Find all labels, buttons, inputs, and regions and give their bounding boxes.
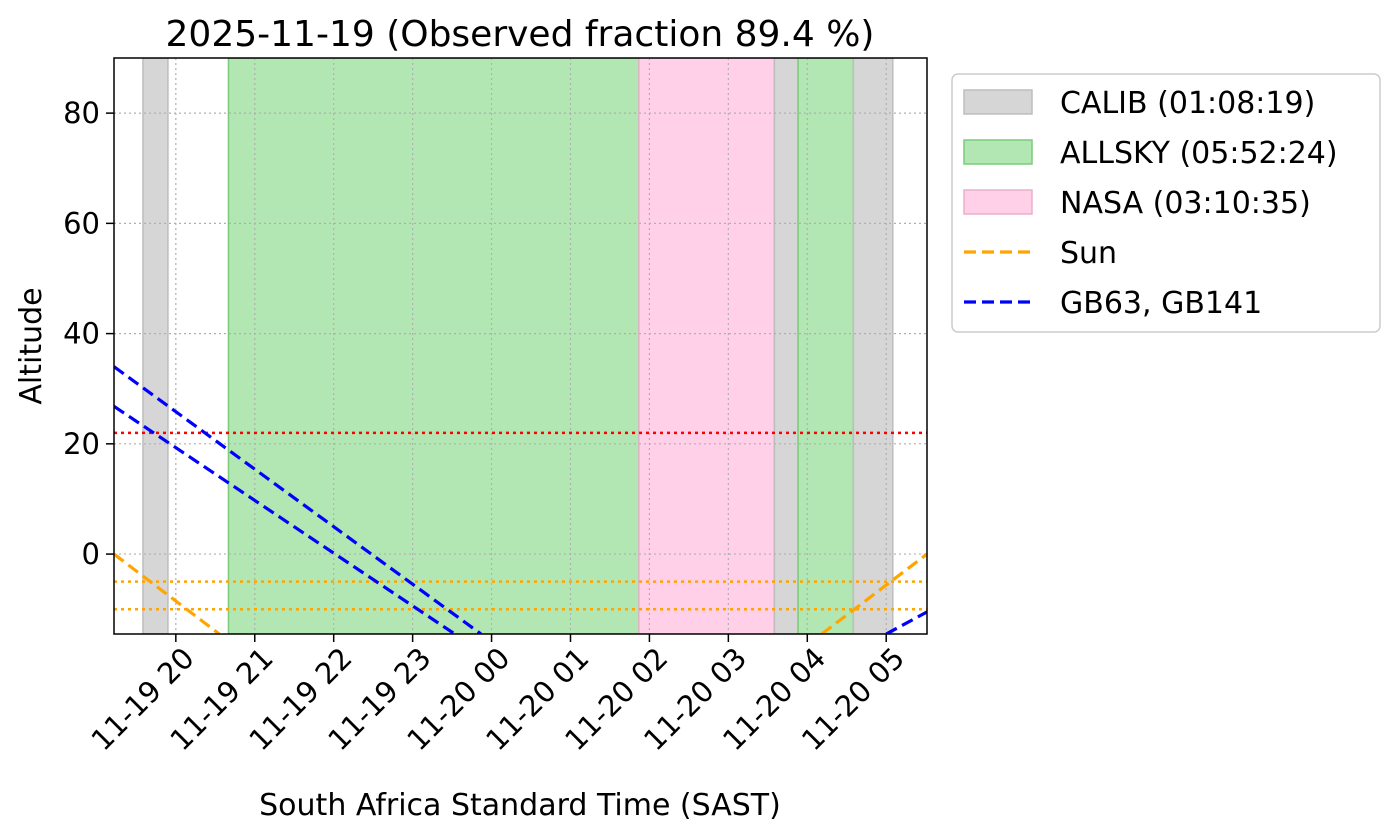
legend-swatch-calib bbox=[963, 89, 1033, 115]
legend: CALIB (01:08:19) ALLSKY (05:52:24) NASA (0… bbox=[951, 73, 1381, 333]
plot-frame bbox=[113, 57, 928, 635]
series-line bbox=[820, 552, 927, 634]
legend-label: CALIB (01:08:19) bbox=[1060, 86, 1315, 121]
series-line bbox=[114, 405, 456, 634]
span-allsky bbox=[797, 58, 855, 634]
span-calib bbox=[852, 58, 894, 634]
observation-spans bbox=[142, 58, 894, 634]
span-calib bbox=[773, 58, 799, 634]
y-tick-label: 60 bbox=[63, 206, 100, 240]
y-tick-label: 40 bbox=[63, 317, 100, 351]
chart-title: 2025-11-19 (Observed fraction 89.4 %) bbox=[166, 14, 875, 55]
span-allsky bbox=[227, 58, 640, 634]
reference-lines bbox=[114, 431, 927, 611]
legend-label: GB63, GB141 bbox=[1060, 286, 1262, 321]
legend-label: Sun bbox=[1060, 236, 1117, 271]
legend-label: NASA (03:10:35) bbox=[1060, 186, 1311, 221]
grid-lines bbox=[114, 58, 927, 634]
span-nasa bbox=[638, 58, 776, 634]
altitude-series bbox=[114, 365, 927, 634]
legend-box bbox=[951, 73, 1381, 333]
y-axis-ticks: 0 20 40 60 80 bbox=[63, 96, 114, 571]
y-tick-label: 80 bbox=[63, 96, 100, 130]
series-line bbox=[114, 552, 221, 634]
x-axis-label: South Africa Standard Time (SAST) bbox=[259, 788, 781, 823]
legend-label: ALLSKY (05:52:24) bbox=[1060, 136, 1338, 171]
series-line bbox=[885, 610, 927, 634]
y-tick-label: 20 bbox=[63, 427, 100, 461]
legend-swatch-nasa bbox=[963, 189, 1033, 215]
span-calib bbox=[142, 58, 169, 634]
series-line bbox=[114, 365, 482, 634]
y-tick-label: 0 bbox=[82, 537, 100, 571]
legend-swatch-allsky bbox=[963, 139, 1033, 165]
y-axis-label: Altitude bbox=[14, 287, 49, 404]
